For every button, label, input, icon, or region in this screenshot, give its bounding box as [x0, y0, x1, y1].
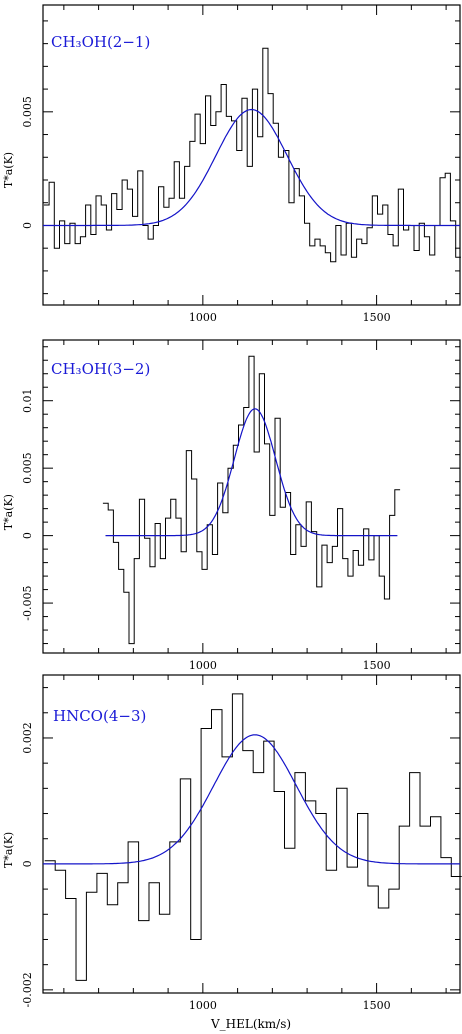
- x-tick-label: 1000: [189, 999, 217, 1012]
- plot-frame: [42, 4, 461, 306]
- y-axis-label: T*a(K): [2, 152, 15, 188]
- y-axis-label: T*a(K): [2, 832, 15, 868]
- x-tick-label: 1500: [363, 311, 391, 324]
- x-tick-labels: 1000 1500: [189, 659, 391, 672]
- gaussian-fit-line: [105, 408, 398, 537]
- plot-frame: [42, 674, 461, 994]
- y-tick-label: -0.005: [21, 585, 34, 620]
- y-tick-label: -0.002: [21, 972, 34, 1007]
- y-tick-label: 0: [21, 532, 34, 539]
- y-tick-label: 0.005: [21, 96, 34, 128]
- x-axis-label: V_HEL(km/s): [210, 1017, 291, 1031]
- panel-title: HNCO(4−3): [53, 707, 146, 725]
- y-tick-labels: 0 0.005: [21, 96, 34, 229]
- y-tick-label: 0.005: [21, 452, 34, 484]
- observed-spectrum-line: [102, 355, 401, 645]
- y-tick-label: 0: [21, 860, 34, 867]
- panel-ch3oh-3-2: 1000 1500 -0.005 0 0.005 0.01 CH₃OH(3−2) T*a…: [2, 339, 461, 672]
- gaussian-fit-line: [43, 108, 460, 227]
- y-tick-labels: -0.002 0 0.002: [21, 722, 34, 1007]
- y-tick-label: 0: [21, 222, 34, 229]
- plot-frame: [42, 339, 461, 654]
- y-tick-label: 0.01: [21, 388, 34, 413]
- axis-ticks: [43, 340, 460, 653]
- x-tick-label: 1500: [363, 999, 391, 1012]
- y-tick-labels: -0.005 0 0.005 0.01: [21, 388, 34, 620]
- panel-hnco-4-3: 1000 1500 -0.002 0 0.002 HNCO(4−3) T*a(K): [2, 674, 462, 1012]
- x-tick-labels: 1000 1500: [189, 999, 391, 1012]
- panel-title: CH₃OH(2−1): [51, 33, 150, 51]
- observed-spectrum-line: [44, 693, 462, 981]
- x-tick-label: 1000: [189, 311, 217, 324]
- panel-ch3oh-2-1: 1000 1500 0 0.005 CH₃OH(2−1) T*a(K): [2, 4, 461, 324]
- y-axis-label: T*a(K): [2, 494, 15, 530]
- x-tick-labels: 1000 1500: [189, 311, 391, 324]
- axis-ticks: [43, 5, 460, 305]
- axis-ticks: [43, 675, 460, 993]
- panel-title: CH₃OH(3−2): [51, 360, 150, 378]
- observed-spectrum-line: [43, 47, 461, 263]
- gaussian-fit-line: [43, 734, 460, 865]
- x-tick-label: 1000: [189, 659, 217, 672]
- x-tick-label: 1500: [363, 659, 391, 672]
- y-tick-label: 0.002: [21, 722, 34, 754]
